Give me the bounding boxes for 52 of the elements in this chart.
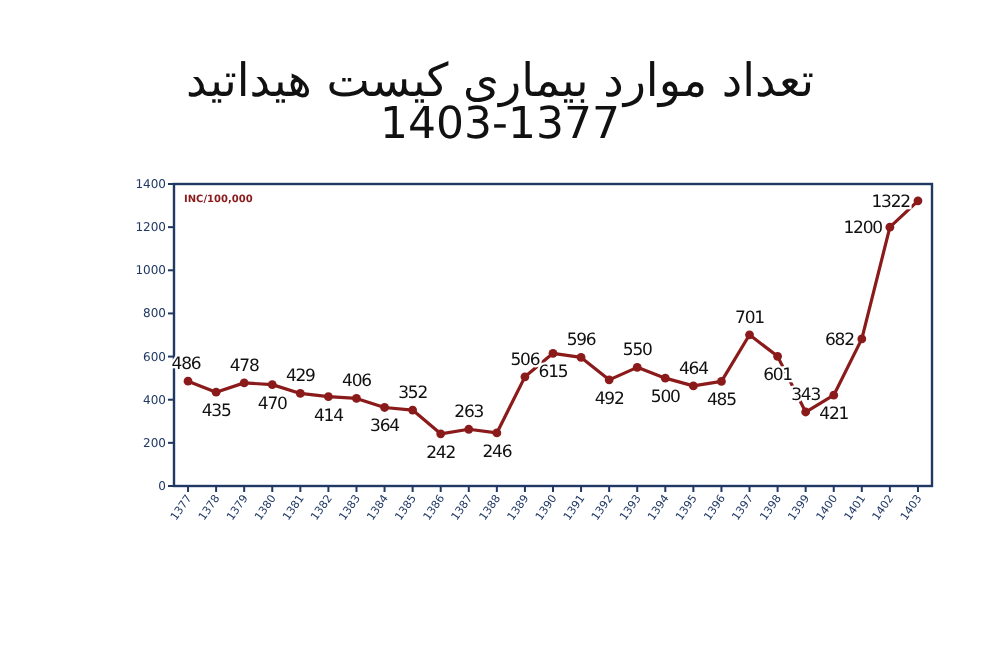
point	[492, 428, 502, 438]
point	[295, 389, 305, 398]
data-label: 1200	[843, 219, 883, 240]
data-label: 485	[707, 391, 737, 412]
data-label: 550	[622, 341, 653, 362]
data-label: 615	[538, 363, 568, 384]
point	[801, 407, 811, 417]
point	[885, 222, 895, 232]
data-label: 506	[510, 350, 540, 371]
point	[576, 353, 586, 362]
data-label: 478	[229, 356, 259, 377]
point	[239, 378, 249, 388]
data-label: 263	[454, 403, 484, 424]
point	[408, 405, 418, 415]
point	[745, 330, 754, 340]
point	[548, 348, 558, 358]
point	[632, 362, 642, 372]
data-label: 492	[594, 389, 624, 410]
data-label: 364	[370, 417, 400, 438]
data-label: 414	[313, 406, 344, 427]
point	[604, 375, 614, 385]
point	[773, 351, 782, 361]
point	[352, 394, 361, 403]
data-label: 500	[650, 388, 681, 409]
point	[857, 334, 867, 344]
point	[688, 381, 698, 391]
data-label: 464	[678, 359, 709, 380]
point	[913, 196, 923, 206]
point	[829, 390, 839, 400]
data-label: 435	[201, 402, 231, 423]
data-label: 701	[735, 308, 765, 329]
data-label: 470	[257, 394, 288, 415]
point	[267, 380, 277, 390]
point	[324, 392, 333, 402]
point	[183, 376, 193, 386]
point	[717, 376, 726, 386]
data-label: 682	[824, 330, 855, 351]
chart-title: تعداد موارد بیماری کیست هیداتید	[185, 56, 815, 108]
data-label: 406	[342, 372, 372, 393]
data-label: 429	[285, 367, 316, 388]
point	[520, 372, 530, 382]
point	[436, 429, 446, 439]
point	[380, 403, 389, 412]
data-label: 1322	[871, 192, 911, 213]
point	[660, 373, 670, 383]
data-label: 242	[426, 443, 456, 464]
point	[211, 387, 221, 397]
data-label: 352	[398, 384, 428, 405]
point	[464, 424, 474, 434]
data-label: 421	[819, 405, 849, 426]
data-label: 246	[482, 442, 512, 463]
data-label: 596	[566, 331, 596, 352]
